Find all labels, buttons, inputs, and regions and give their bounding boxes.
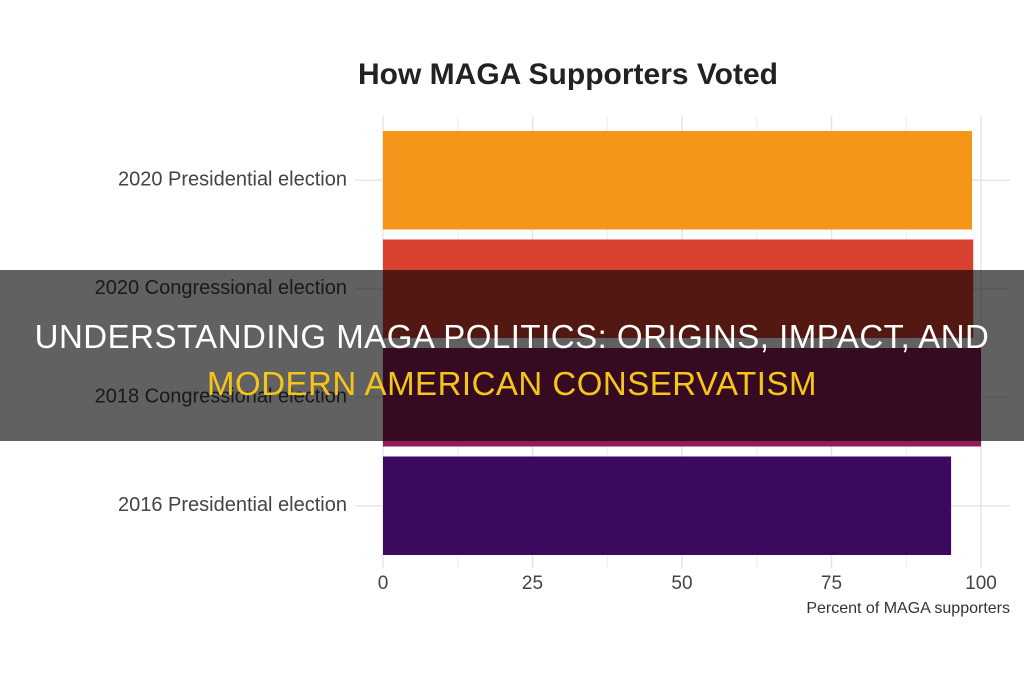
banner-line: UNDERSTANDING MAGA POLITICS: ORIGINS, IM… bbox=[34, 318, 990, 355]
x-tick-label: 75 bbox=[821, 573, 842, 594]
x-tick-label: 50 bbox=[671, 573, 692, 594]
chart-title: How MAGA Supporters Voted bbox=[358, 58, 778, 91]
x-tick-label: 0 bbox=[378, 573, 389, 594]
x-axis-label: Percent of MAGA supporters bbox=[806, 600, 1010, 617]
y-tick-label: 2020 Presidential election bbox=[118, 169, 347, 191]
x-tick-label: 25 bbox=[522, 573, 543, 594]
banner: UNDERSTANDING MAGA POLITICS: ORIGINS, IM… bbox=[0, 270, 1024, 441]
bar bbox=[383, 456, 952, 555]
bar bbox=[383, 131, 973, 230]
x-tick-label: 100 bbox=[965, 573, 997, 594]
y-tick-label: 2016 Presidential election bbox=[118, 494, 347, 516]
banner-line: MODERN AMERICAN CONSERVATISM bbox=[207, 365, 817, 402]
